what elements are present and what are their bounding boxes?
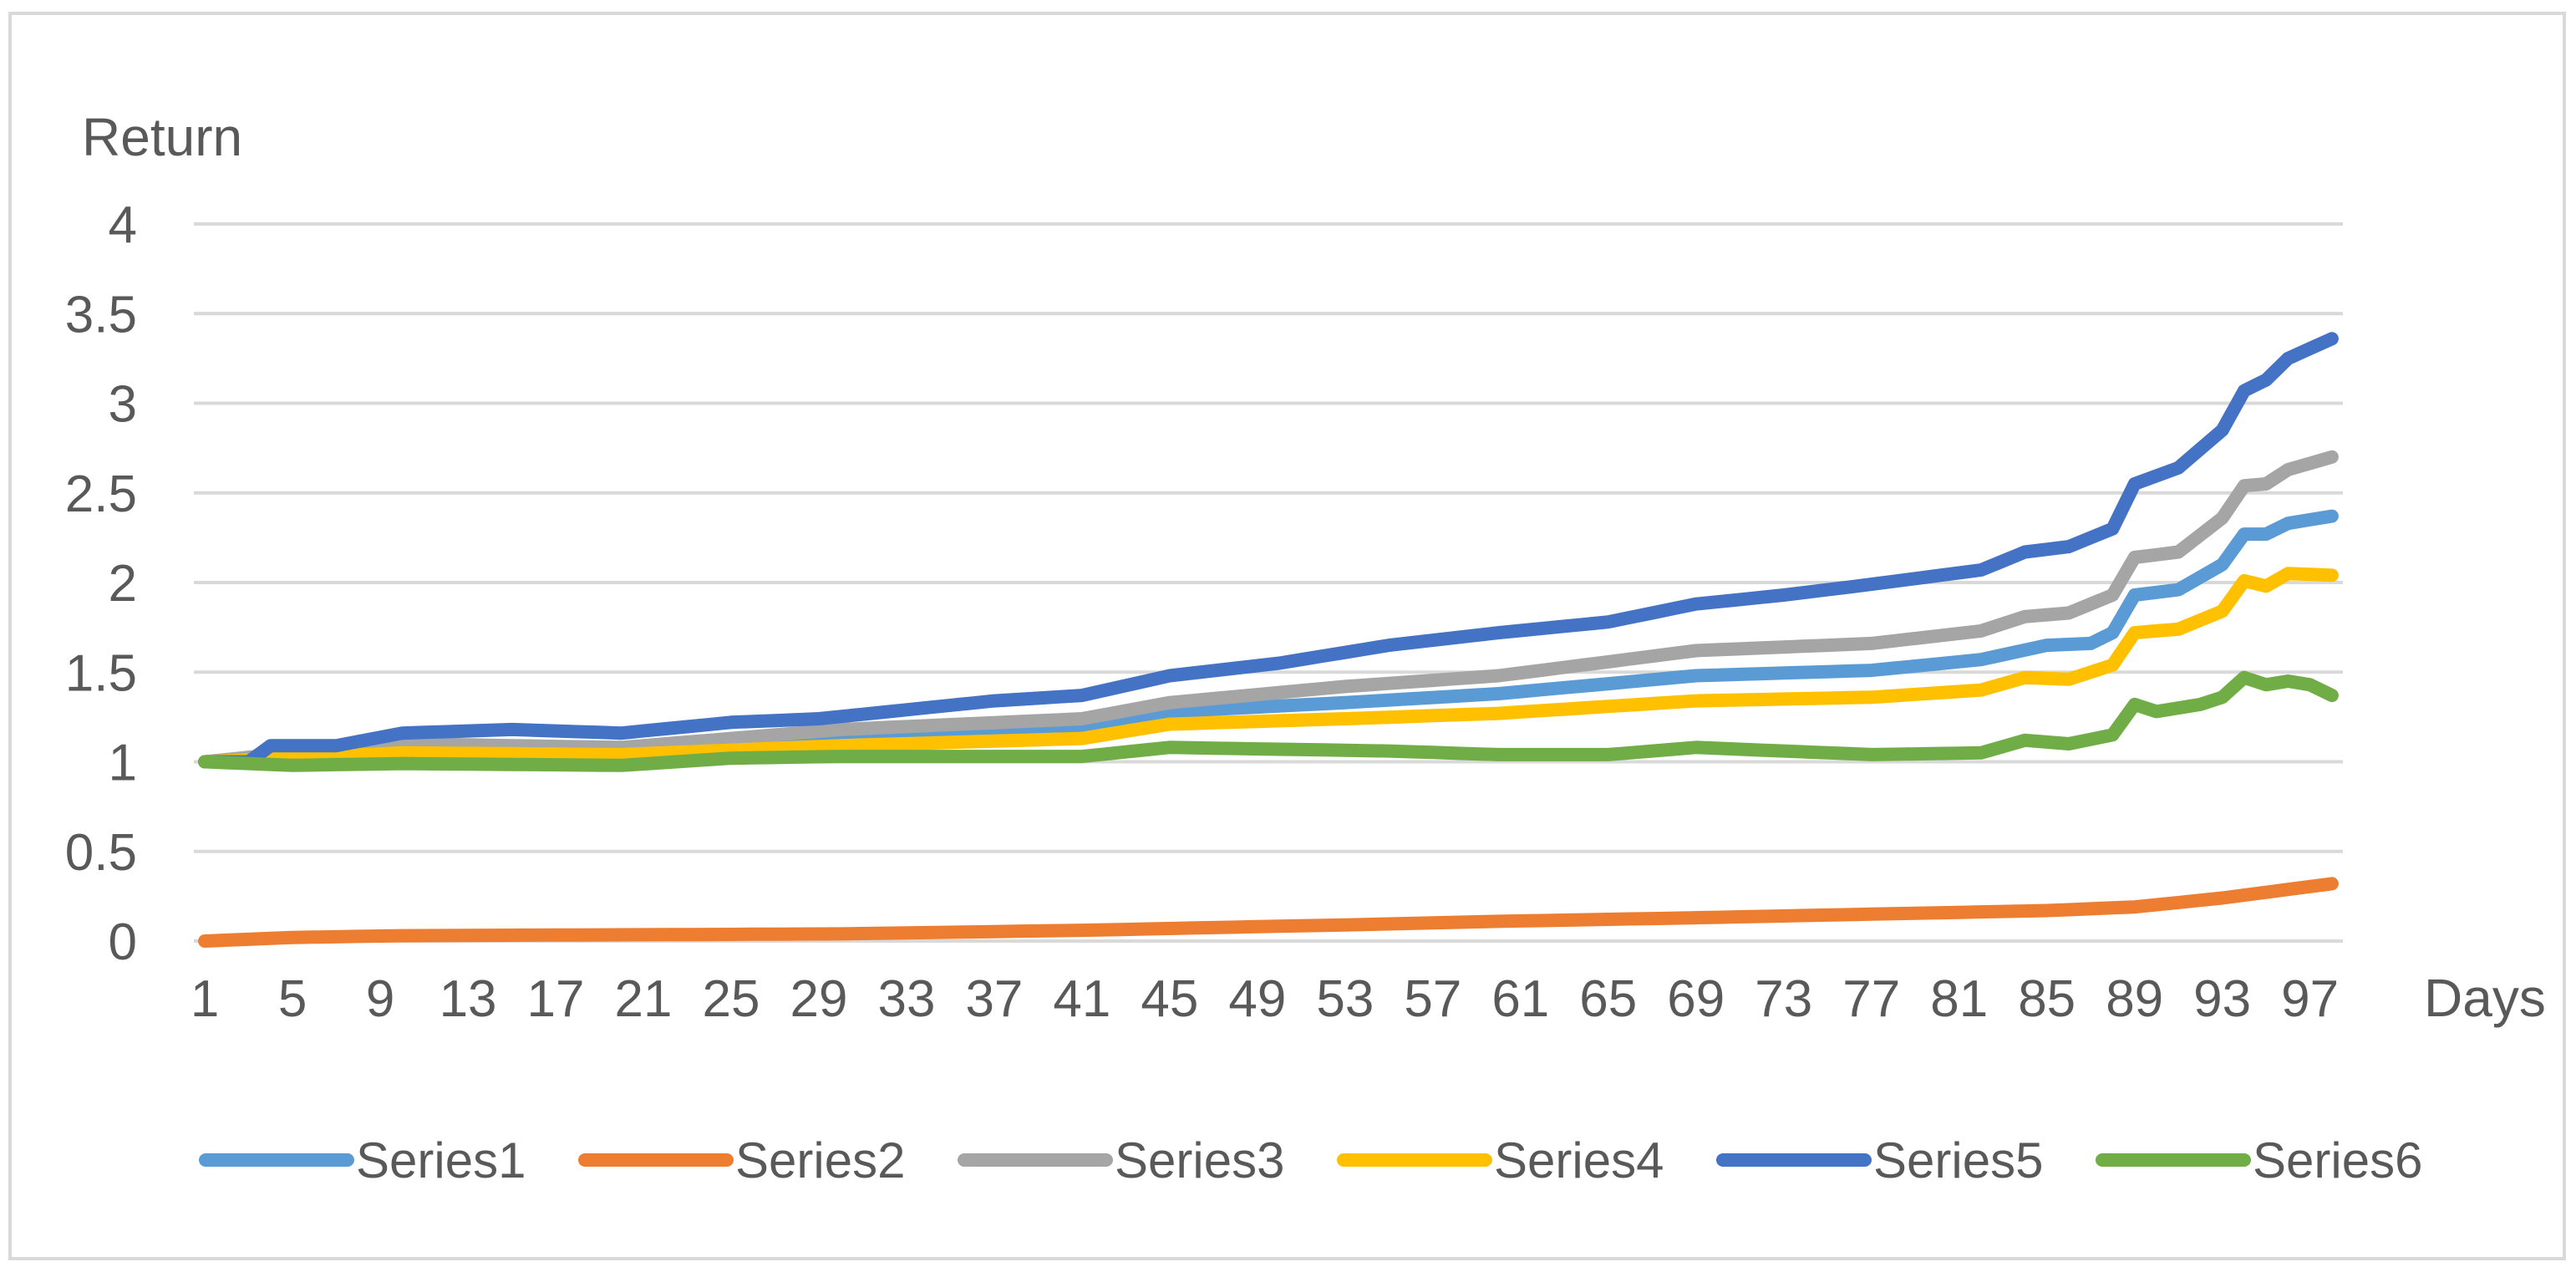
x-tick-label: 57 <box>1404 970 1461 1028</box>
x-tick-label: 93 <box>2193 970 2251 1028</box>
x-tick-label: 33 <box>877 970 935 1028</box>
x-axis-ticks: 1 5 9 13 17 21 25 29 33 37 41 45 49 53 57 61 65 69 73 77 81 8… <box>191 970 2339 1028</box>
x-tick-label: 1 <box>191 970 219 1028</box>
y-tick-label: 3 <box>109 376 137 434</box>
x-tick-label: 65 <box>1579 970 1637 1028</box>
y-axis-title: Return <box>82 107 242 167</box>
line-chart: 0 0.5 1 1.5 2 2.5 3 3.5 4 1 5 9 13 17 21 25 29 33 37 41 45 4… <box>65 107 2546 1188</box>
legend: Series1 Series2 Series3 Series4 Series5 Serie… <box>199 1132 2422 1188</box>
y-tick-label: 2.5 <box>65 466 137 523</box>
y-tick-label: 1 <box>109 735 137 792</box>
x-tick-label: 9 <box>366 970 394 1028</box>
legend-label: Series1 <box>356 1132 526 1188</box>
y-axis-ticks: 0 0.5 1 1.5 2 2.5 3 3.5 4 <box>65 196 137 971</box>
x-tick-label: 81 <box>1930 970 1988 1028</box>
x-tick-label: 77 <box>1842 970 1900 1028</box>
x-tick-label: 41 <box>1053 970 1110 1028</box>
legend-label: Series3 <box>1115 1132 1284 1188</box>
x-tick-label: 37 <box>965 970 1023 1028</box>
x-tick-label: 21 <box>615 970 673 1028</box>
chart-frame: 0 0.5 1 1.5 2 2.5 3 3.5 4 1 5 9 13 17 21 25 29 33 37 41 45 4… <box>8 12 2566 1260</box>
y-tick-label: 2 <box>109 555 137 613</box>
series-line-series2 <box>198 877 2339 948</box>
x-tick-label: 61 <box>1491 970 1549 1028</box>
x-tick-label: 17 <box>527 970 585 1028</box>
legend-label: Series6 <box>2253 1132 2422 1188</box>
x-tick-label: 25 <box>703 970 760 1028</box>
y-tick-label: 4 <box>109 196 137 254</box>
x-tick-label: 73 <box>1755 970 1812 1028</box>
x-tick-label: 49 <box>1228 970 1286 1028</box>
x-tick-label: 29 <box>790 970 847 1028</box>
y-tick-label: 1.5 <box>65 644 137 702</box>
legend-label: Series4 <box>1494 1132 1664 1188</box>
series-line-series5 <box>198 332 2339 769</box>
x-tick-label: 85 <box>2018 970 2076 1028</box>
x-tick-label: 45 <box>1141 970 1198 1028</box>
legend-label: Series2 <box>735 1132 905 1188</box>
gridlines <box>194 222 2343 943</box>
x-tick-label: 13 <box>439 970 497 1028</box>
series-lines <box>198 332 2339 948</box>
y-tick-label: 0.5 <box>65 824 137 882</box>
y-tick-label: 3.5 <box>65 286 137 343</box>
x-tick-label: 69 <box>1667 970 1725 1028</box>
x-tick-label: 97 <box>2281 970 2339 1028</box>
x-tick-label: 89 <box>2106 970 2163 1028</box>
legend-label: Series5 <box>1873 1132 2043 1188</box>
series-line-series3 <box>198 450 2339 769</box>
x-tick-label: 53 <box>1316 970 1374 1028</box>
x-tick-label: 5 <box>278 970 307 1028</box>
x-axis-title: Days <box>2424 968 2546 1028</box>
series-line-series6 <box>198 670 2339 772</box>
y-tick-label: 0 <box>109 913 137 971</box>
series-line-series4 <box>198 567 2339 769</box>
